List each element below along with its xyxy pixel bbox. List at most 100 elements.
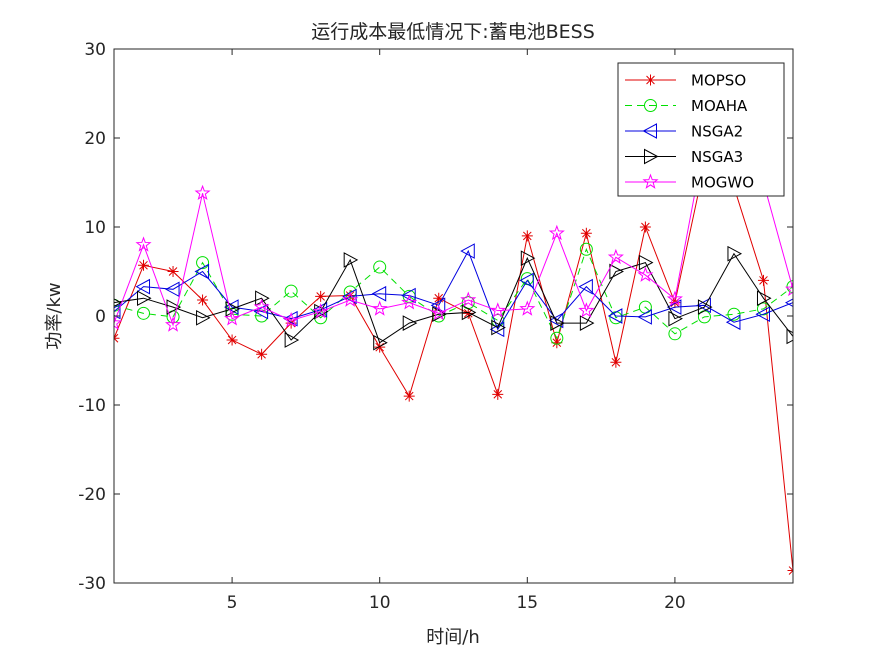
legend-entry-moaha: MOAHA [625, 97, 748, 115]
data-point [224, 310, 241, 326]
data-point [135, 236, 152, 252]
data-point [194, 184, 211, 201]
data-point [637, 266, 654, 282]
data-point [196, 309, 211, 326]
data-point [371, 300, 388, 316]
data-point [489, 321, 505, 338]
y-tick-label: 30 [84, 40, 106, 60]
data-point [344, 290, 356, 302]
y-tick-label: -10 [78, 396, 106, 416]
data-point [114, 303, 121, 320]
data-point [697, 299, 713, 315]
data-point [135, 278, 151, 295]
data-point [343, 252, 359, 268]
data-point [402, 315, 418, 331]
data-point [315, 290, 327, 302]
data-point [401, 287, 416, 304]
data-point [164, 281, 180, 298]
data-point [550, 331, 564, 345]
data-point [373, 334, 388, 351]
data-point [551, 337, 563, 349]
legend-marker [645, 74, 656, 86]
x-tick-label: 10 [369, 593, 391, 613]
data-point [312, 303, 329, 319]
data-point [137, 290, 152, 307]
legend-entry-mopso: MOPSO [625, 72, 746, 90]
data-point [253, 298, 270, 314]
data-point [253, 303, 269, 320]
data-point [548, 224, 565, 241]
data-point [607, 248, 624, 265]
series-line-mogwo [114, 128, 793, 327]
legend-label: MOPSO [691, 72, 746, 90]
data-point [521, 230, 533, 242]
data-point [284, 332, 300, 348]
data-point [610, 356, 622, 368]
data-point [580, 227, 592, 239]
data-point [607, 308, 623, 324]
chart-title: 运行成本最低情况下:蓄电池BESS [311, 21, 595, 43]
data-point [283, 311, 300, 328]
legend: MOPSO MOAHA NSGA2 NSGA3 MOGWO [617, 62, 785, 197]
data-point [374, 341, 386, 353]
legend-label: MOAHA [691, 97, 748, 115]
data-point [194, 263, 210, 280]
data-point [727, 245, 743, 262]
data-point [520, 250, 536, 266]
data-point [460, 243, 475, 259]
data-point [284, 284, 298, 298]
data-point [137, 306, 151, 320]
data-point [786, 328, 793, 345]
x-tick-label: 5 [227, 593, 238, 613]
data-point [548, 312, 564, 329]
legend-marker [644, 99, 657, 112]
data-point [166, 299, 182, 315]
data-point [519, 272, 534, 289]
data-point [519, 300, 536, 316]
data-point [373, 260, 387, 274]
data-point [637, 309, 652, 325]
data-point [403, 390, 415, 402]
legend-marker [642, 123, 657, 139]
series-line-nsga3 [114, 252, 793, 344]
data-point [196, 256, 210, 270]
series-nsga3 [114, 245, 793, 351]
data-point [609, 263, 624, 280]
data-point [226, 334, 238, 346]
legend-label: NSGA3 [691, 148, 743, 166]
x-axis-label: 时间/h [426, 627, 479, 648]
data-point [578, 302, 595, 318]
y-tick-label: 0 [95, 307, 106, 327]
data-point [668, 327, 682, 341]
y-tick-label: -30 [78, 574, 106, 594]
legend-label: MOGWO [691, 174, 754, 192]
x-tick-label: 20 [664, 593, 686, 613]
data-point [669, 297, 681, 309]
data-point [550, 315, 565, 331]
data-point [757, 274, 769, 286]
y-tick-label: -20 [78, 485, 106, 505]
data-point [666, 299, 682, 315]
data-point [256, 348, 268, 360]
data-point [197, 294, 209, 306]
series-line-nsga2 [114, 249, 793, 331]
data-point [342, 291, 359, 307]
data-point [433, 292, 445, 304]
data-point [401, 294, 418, 310]
data-point [666, 290, 683, 306]
data-point [165, 316, 182, 332]
data-point [489, 302, 506, 318]
y-axis-label: 功率/kw [44, 282, 65, 349]
data-point [578, 278, 593, 295]
data-point [432, 306, 447, 323]
data-point [668, 310, 683, 327]
data-point [491, 319, 506, 336]
y-tick-label: 10 [84, 218, 106, 238]
data-point [696, 297, 711, 314]
data-point [371, 285, 387, 302]
data-point [461, 304, 477, 321]
data-point [756, 290, 772, 307]
data-point [430, 304, 447, 321]
